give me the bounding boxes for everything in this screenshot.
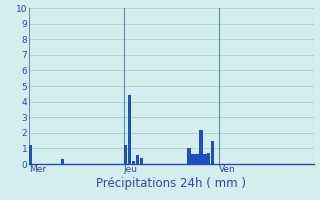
Bar bbox=[136, 155, 139, 164]
Bar bbox=[195, 154, 199, 164]
Bar bbox=[124, 145, 127, 164]
Bar bbox=[61, 159, 64, 164]
Bar bbox=[140, 158, 143, 164]
Bar bbox=[199, 130, 203, 164]
X-axis label: Précipitations 24h ( mm ): Précipitations 24h ( mm ) bbox=[96, 177, 246, 190]
Bar bbox=[211, 141, 214, 164]
Bar bbox=[203, 154, 206, 164]
Bar bbox=[29, 145, 32, 164]
Bar bbox=[207, 153, 211, 164]
Bar bbox=[132, 161, 135, 164]
Bar bbox=[128, 95, 131, 164]
Bar bbox=[191, 154, 195, 164]
Bar bbox=[187, 148, 191, 164]
